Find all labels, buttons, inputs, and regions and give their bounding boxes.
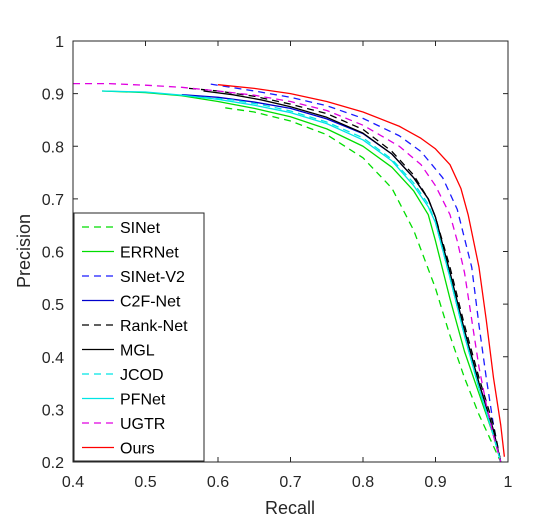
y-tick-label: 0.8: [42, 139, 64, 156]
y-tick-label: 0.5: [42, 297, 64, 314]
y-axis-title: Precision: [14, 214, 34, 288]
x-tick-label: 0.5: [134, 474, 156, 491]
x-axis-title: Recall: [265, 498, 315, 518]
y-tick-label: 0.4: [42, 350, 64, 367]
series-line-ugtr: [73, 82, 502, 463]
series-line-mgl: [203, 90, 502, 463]
legend-label-sinet-v2: SINet-V2: [120, 269, 185, 286]
x-tick-label: 1: [504, 474, 513, 491]
series-line-pfnet: [101, 90, 502, 463]
legend-label-jcod: JCOD: [120, 367, 164, 384]
legend-label-errnet: ERRNet: [120, 245, 179, 262]
y-tick-label: 1: [55, 34, 64, 51]
legend-label-c2f-net: C2F-Net: [120, 294, 181, 311]
y-tick-label: 0.6: [42, 245, 64, 262]
y-tick-label: 0.2: [42, 455, 64, 472]
series-line-ours: [217, 84, 506, 457]
series-line-rank-net: [188, 87, 502, 463]
ticks-layer: 0.4 0.5 0.6 0.7 0.8 0.9 1 0.2 0.3 0.4 0.5 0.6 0.7 0.8…: [42, 34, 513, 491]
legend-label-mgl: MGL: [120, 343, 155, 360]
legend-label-sinet: SINet: [120, 220, 161, 237]
x-tick-label: 0.6: [207, 474, 229, 491]
legend-box: [73, 212, 205, 462]
legend-label-rank-net: Rank-Net: [120, 318, 188, 335]
y-tick-label: 0.9: [42, 87, 64, 104]
y-tick-label: 0.3: [42, 402, 64, 419]
legend-label-ugtr: UGTR: [120, 416, 165, 433]
series-layer: [73, 82, 506, 463]
legend: SINet ERRNet SINet-V2 C2F-Net Rank-Net MGL JCO…: [73, 212, 205, 462]
y-tick-label: 0.7: [42, 192, 64, 209]
series-line-errnet: [101, 90, 502, 463]
legend-label-ours: Ours: [120, 441, 155, 458]
legend-entries: SINet ERRNet SINet-V2 C2F-Net Rank-Net MGL JCO…: [82, 220, 188, 458]
legend-label-pfnet: PFNet: [120, 392, 166, 409]
x-tick-label: 0.7: [279, 474, 301, 491]
x-tick-label: 0.9: [424, 474, 446, 491]
x-tick-label: 0.4: [62, 474, 84, 491]
series-line-sinet-v2: [210, 83, 502, 463]
series-line-sinet: [225, 107, 502, 463]
x-tick-label: 0.8: [352, 474, 374, 491]
